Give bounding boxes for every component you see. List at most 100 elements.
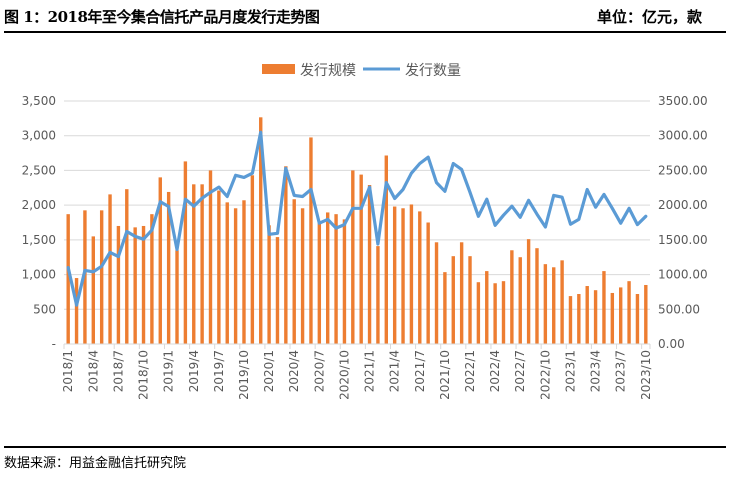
right-tick-label: 0.00 [658, 337, 685, 351]
x-tick-label: 2022/1 [463, 350, 477, 392]
bar [560, 260, 564, 344]
bar [99, 210, 104, 344]
x-tick-label: 2020/1 [262, 350, 276, 392]
bar [342, 219, 347, 344]
bar [568, 296, 573, 344]
left-tick-label: 3,500 [22, 94, 56, 108]
bar [426, 222, 430, 344]
bar [443, 272, 447, 344]
x-tick-label: 2018/10 [137, 350, 151, 400]
bar [367, 185, 372, 344]
chart: - 500 1,000 1,500 2,000 2,500 3,000 3,500 0.00 5… [22, 63, 708, 400]
bar-series [66, 117, 648, 345]
chart-title: 图 1：2018年至今集合信托产品月度发行走势图 [4, 8, 320, 26]
x-tick-label: 2021/10 [438, 350, 452, 400]
legend-swatch-bar [262, 64, 295, 74]
bar [116, 225, 121, 344]
bar [434, 242, 439, 344]
x-tick-label: 2023/4 [589, 350, 603, 392]
bar [359, 174, 363, 344]
bar [501, 281, 506, 344]
bar [602, 271, 606, 344]
bar [66, 214, 70, 344]
right-tick-label: 2500.00 [658, 163, 708, 177]
x-axis: 2018/1 2018/4 2018/7 2018/10 2019/1 2019/4 201… [61, 343, 653, 400]
bar [485, 271, 489, 344]
bar [552, 267, 556, 344]
right-tick-label: 1000.00 [658, 268, 708, 282]
bar [468, 256, 472, 344]
bar [459, 242, 464, 344]
legend: 发行规模 发行数量 [262, 63, 461, 79]
bar [326, 212, 330, 344]
bar [418, 211, 422, 344]
bar [217, 190, 221, 344]
right-tick-label: 3500.00 [658, 94, 708, 108]
bar [108, 194, 112, 344]
bar [309, 137, 313, 344]
bar [577, 294, 581, 344]
bar [192, 184, 196, 344]
bar [518, 257, 522, 344]
bar [275, 237, 280, 344]
x-tick-label: 2020/10 [337, 350, 351, 400]
bar [133, 227, 137, 344]
right-tick-label: 3000.00 [658, 129, 708, 143]
top-rule [4, 31, 726, 33]
bar [401, 208, 405, 344]
bar [451, 256, 455, 344]
right-tick-label: 2000.00 [658, 198, 708, 212]
bar [91, 236, 95, 344]
left-tick-label: 1,000 [22, 268, 56, 282]
bar [208, 170, 213, 344]
bar [493, 283, 497, 344]
bar [158, 177, 162, 344]
bar [259, 117, 263, 345]
bar [267, 225, 271, 344]
unit-label: 单位：亿元，款 [596, 8, 702, 26]
bar [250, 175, 255, 344]
bar [376, 246, 380, 344]
left-tick-label: 2,500 [22, 163, 56, 177]
x-tick-label: 2018/7 [111, 350, 125, 392]
right-tick-label: 500.00 [658, 302, 700, 316]
bar [535, 248, 539, 344]
bar [593, 290, 598, 344]
x-tick-label: 2019/4 [187, 350, 201, 392]
right-tick-label: 1500.00 [658, 233, 708, 247]
x-tick-label: 2023/7 [614, 350, 628, 392]
x-tick-label: 2022/10 [538, 350, 552, 400]
bar [166, 191, 171, 344]
left-axis: - 500 1,000 1,500 2,000 2,500 3,000 3,500 [22, 94, 56, 351]
bar [585, 286, 589, 344]
bar [409, 204, 414, 344]
x-tick-label: 2021/4 [388, 350, 402, 392]
bar [233, 208, 238, 344]
left-tick-label: 1,500 [22, 233, 56, 247]
bar [510, 250, 514, 344]
data-source: 数据来源：用益金融信托研究院 [4, 456, 187, 471]
x-tick-label: 2022/7 [513, 350, 527, 392]
bar [292, 199, 296, 344]
right-axis: 0.00 500.00 1000.00 1500.00 2000.00 2500.00 30… [658, 94, 708, 351]
x-tick-label: 2021/7 [413, 350, 427, 392]
left-tick-label: 500 [33, 302, 56, 316]
x-tick-label: 2018/1 [61, 350, 75, 392]
bar [150, 214, 154, 344]
bar [141, 225, 146, 344]
bar [392, 206, 397, 344]
legend-label-bar: 发行规模 [300, 63, 356, 79]
bar [284, 166, 288, 344]
bar [317, 223, 322, 344]
x-tick-label: 2019/7 [212, 350, 226, 392]
bar [627, 281, 631, 344]
bar [384, 155, 388, 344]
bar [225, 202, 229, 344]
bar [351, 170, 355, 344]
x-tick-label: 2023/10 [639, 350, 653, 400]
line-series [66, 130, 648, 307]
bar [476, 282, 481, 344]
header: 图 1：2018年至今集合信托产品月度发行走势图 单位：亿元，款 [4, 6, 724, 30]
x-tick-label: 2021/1 [363, 350, 377, 392]
bar [644, 284, 648, 344]
